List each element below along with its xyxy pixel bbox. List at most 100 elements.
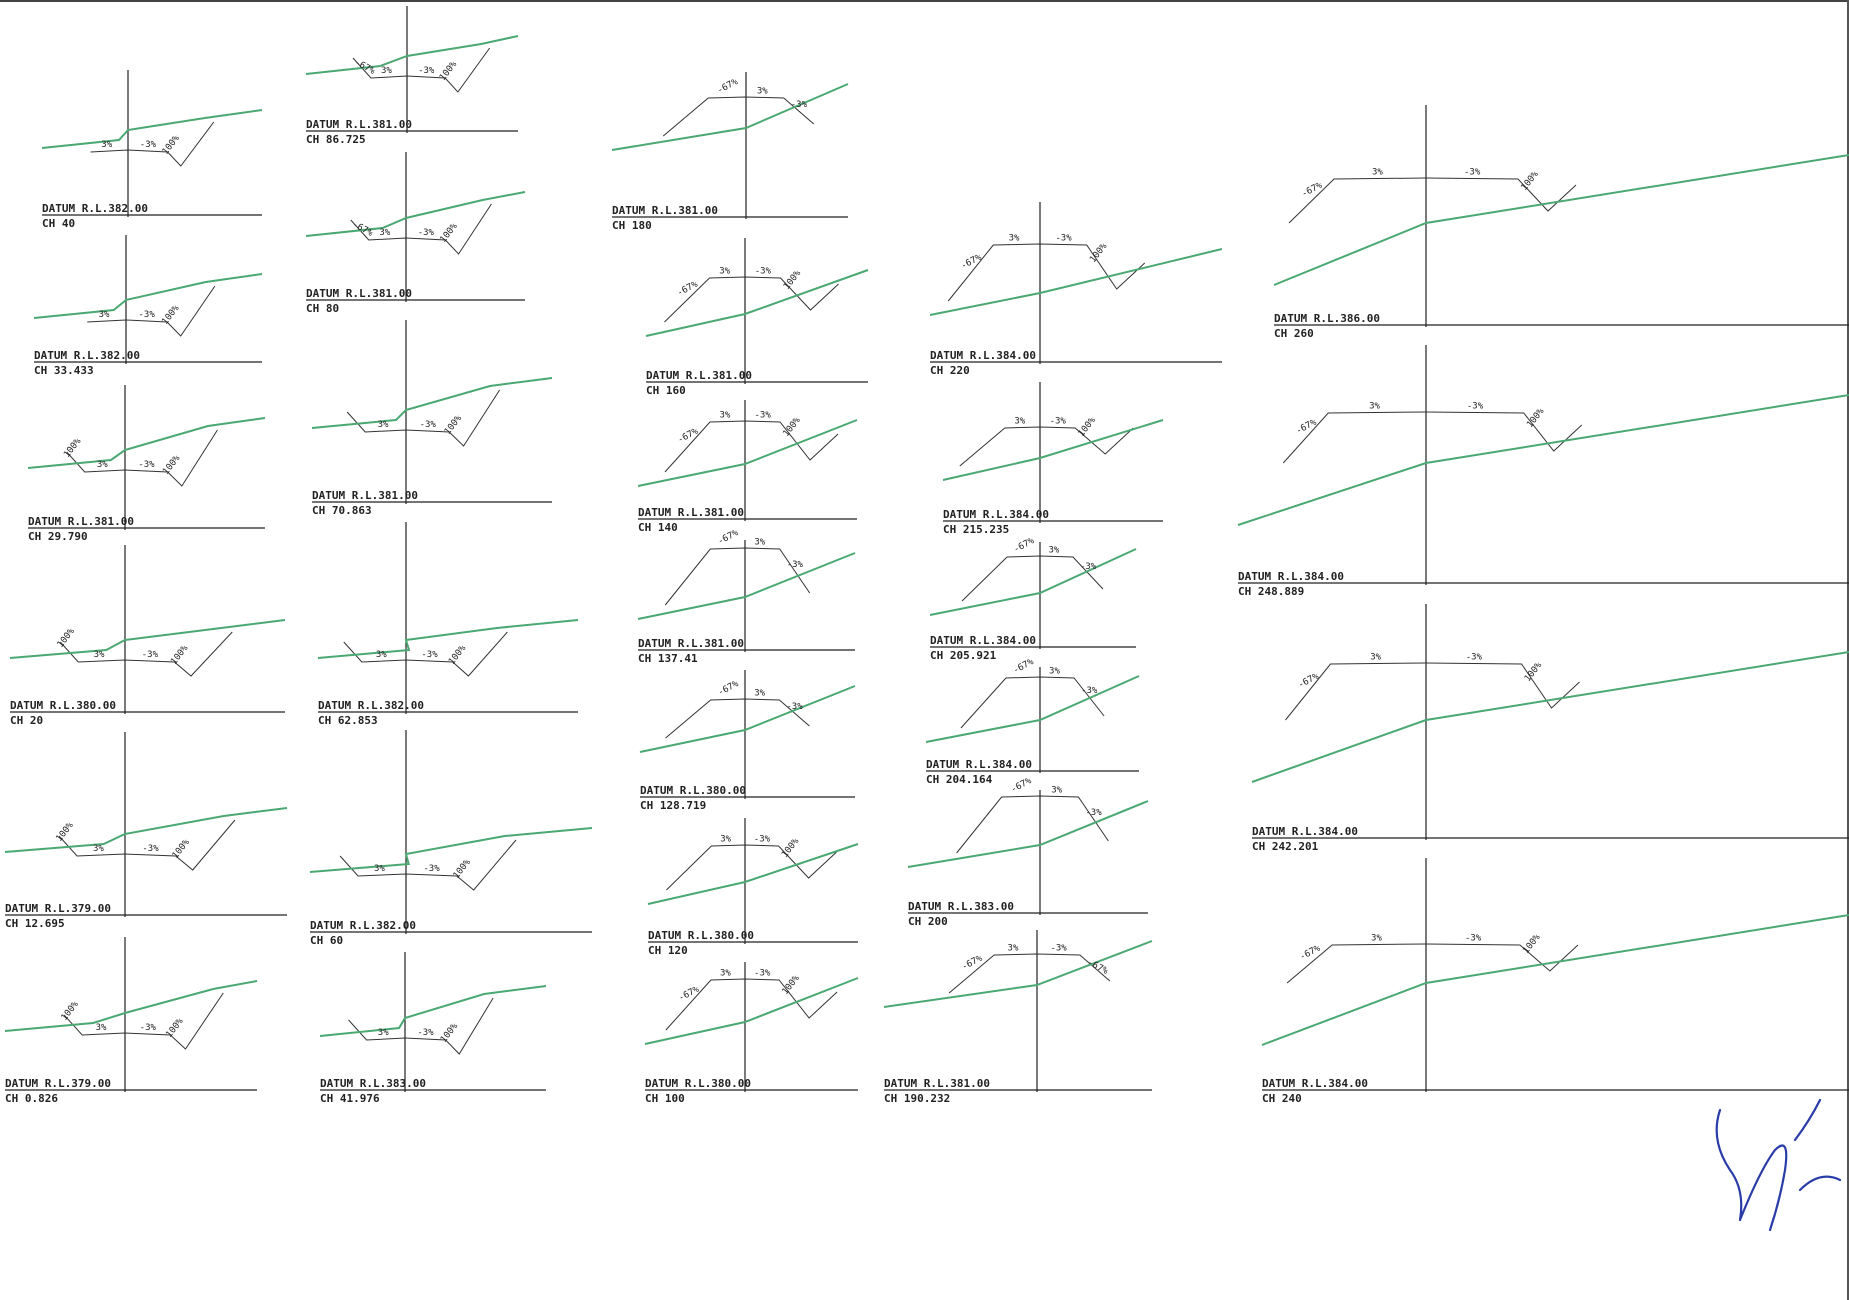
slope-label: 100%: [438, 221, 460, 245]
slope-label: -3%: [1081, 686, 1098, 696]
chainage-label: CH 40: [42, 217, 75, 230]
slope-label: 3%: [1372, 168, 1383, 178]
design-profile: [352, 47, 491, 93]
chainage-label: CH 62.853: [318, 714, 378, 727]
slope-label: 100%: [782, 268, 804, 292]
datum-label: DATUM R.L.382.00: [310, 919, 416, 932]
slope-label: -3%: [139, 310, 156, 320]
chainage-label: CH 128.719: [640, 799, 706, 812]
ground-profile: [639, 685, 856, 753]
slope-label: -3%: [755, 411, 772, 421]
slope-label: -67%: [1010, 776, 1034, 795]
datum-label: DATUM R.L.381.00: [638, 506, 744, 519]
slope-label: -67%: [1294, 417, 1318, 436]
slope-label: 3%: [1371, 934, 1382, 944]
datum-label: DATUM R.L.384.00: [1238, 570, 1344, 583]
chainage-label: CH 260: [1274, 327, 1314, 340]
cross-section-25: DATUM R.L.381.00 CH 190.232 -67% 3% -3% -67%: [883, 930, 1153, 1105]
ground-profile: [1251, 651, 1849, 783]
datum-label: DATUM R.L.381.00: [612, 204, 718, 217]
slope-label: 3%: [720, 835, 731, 845]
cross-section-4: DATUM R.L.380.00 CH 20 100% 3% -3% 100%: [9, 545, 286, 727]
datum-label: DATUM R.L.382.00: [42, 202, 148, 215]
cross-section-3: DATUM R.L.381.00 CH 29.790 100% 3% -3% 100%: [27, 385, 266, 543]
design-profile: [956, 795, 1109, 854]
slope-label: -3%: [755, 267, 772, 277]
design-profile: [664, 547, 811, 606]
slope-label: -3%: [423, 864, 440, 874]
slope-label: -3%: [786, 702, 803, 712]
cross-section-19: DATUM R.L.380.00 CH 100 -67% 3% -3% 100%: [644, 962, 859, 1105]
chainage-label: CH 86.725: [306, 133, 366, 146]
chainage-label: CH 215.235: [943, 523, 1009, 536]
ground-profile: [309, 827, 593, 873]
chainage-label: CH 204.164: [926, 773, 993, 786]
slope-label: 3%: [754, 538, 765, 548]
slope-label: 100%: [161, 453, 183, 477]
slope-label: -3%: [418, 66, 435, 76]
design-profile: [1285, 662, 1580, 721]
design-profile: [1286, 943, 1579, 984]
ground-profile: [647, 843, 859, 905]
slope-label: -67%: [1085, 958, 1109, 977]
slope-label: -67%: [1297, 671, 1321, 690]
design-profile: [961, 555, 1104, 602]
slope-label: 100%: [443, 413, 465, 437]
design-profile: [348, 997, 494, 1055]
ground-profile: [9, 619, 286, 659]
datum-label: DATUM R.L.382.00: [34, 349, 140, 362]
chainage-label: CH 60: [310, 934, 343, 947]
design-profile: [350, 203, 492, 255]
slope-label: -3%: [418, 228, 435, 238]
design-profile: [87, 285, 216, 337]
slope-label: 3%: [374, 864, 385, 874]
slope-label: -67%: [1012, 536, 1036, 555]
slope-label: 100%: [1088, 241, 1110, 265]
slope-label: 3%: [719, 267, 730, 277]
slope-label: 3%: [378, 1028, 389, 1038]
chainage-label: CH 12.695: [5, 917, 65, 930]
ground-profile: [883, 940, 1153, 1008]
datum-label: DATUM R.L.384.00: [1252, 825, 1358, 838]
cross-section-10: DATUM R.L.382.00 CH 62.853 3% -3% 100%: [317, 522, 579, 727]
slope-label: -3%: [142, 844, 159, 854]
cross-section-28: DATUM R.L.384.00 CH 242.201 -67% 3% -3% 100%: [1251, 604, 1849, 853]
slope-label: 3%: [1014, 417, 1025, 427]
ground-profile: [1237, 394, 1849, 526]
chainage-label: CH 33.433: [34, 364, 94, 377]
datum-label: DATUM R.L.383.00: [320, 1077, 426, 1090]
ground-profile: [305, 35, 519, 75]
slope-label: 3%: [381, 66, 392, 76]
slope-label: 100%: [160, 303, 182, 327]
slope-label: 3%: [379, 228, 390, 238]
slope-label: 3%: [1009, 234, 1020, 244]
slope-label: 100%: [439, 1021, 461, 1045]
design-profile: [343, 631, 508, 677]
design-profile: [1288, 177, 1577, 224]
slope-label: -3%: [142, 650, 159, 660]
slope-label: 3%: [99, 310, 110, 320]
slope-label: 3%: [1051, 786, 1062, 796]
chainage-label: CH 200: [908, 915, 948, 928]
design-profile: [947, 243, 1146, 302]
cross-section-23: DATUM R.L.384.00 CH 204.164 -67% 3% -3%: [925, 657, 1140, 786]
cross-section-14: DATUM R.L.381.00 CH 160 -67% 3% -3% 100%: [645, 238, 869, 397]
design-profile: [66, 429, 218, 487]
chainage-label: CH 248.889: [1238, 585, 1304, 598]
cross-section-16: DATUM R.L.381.00 CH 137.41 -67% 3% -3%: [637, 528, 856, 665]
slope-label: -67%: [716, 528, 740, 547]
datum-label: DATUM R.L.383.00: [908, 900, 1014, 913]
slope-label: -67%: [717, 679, 741, 698]
chainage-label: CH 220: [930, 364, 970, 377]
slope-label: 3%: [94, 650, 105, 660]
chainage-label: CH 70.863: [312, 504, 372, 517]
chainage-label: CH 41.976: [320, 1092, 380, 1105]
slope-label: 100%: [782, 415, 804, 439]
datum-label: DATUM R.L.384.00: [930, 349, 1036, 362]
design-profile: [346, 389, 501, 447]
slope-label: 100%: [55, 820, 77, 844]
cross-section-5: DATUM R.L.379.00 CH 12.695 100% 3% -3% 100%: [4, 732, 288, 930]
chainage-label: CH 190.232: [884, 1092, 950, 1105]
slope-label: -3%: [417, 1028, 434, 1038]
